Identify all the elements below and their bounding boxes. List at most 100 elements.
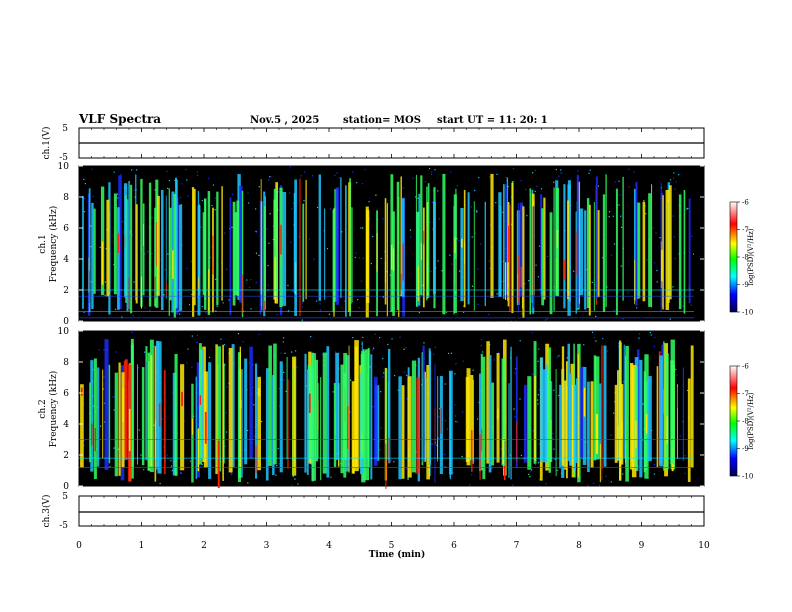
ch2-spectrogram-group-burst-191 (426, 364, 430, 480)
ch1-spectrogram-group-speckle-378 (672, 254, 674, 256)
ch2-spectrogram-group-burst-192 (587, 381, 590, 473)
ch2-spectrogram-group-speckle-822 (512, 484, 514, 486)
ch1-spectrogram-group-speckle-6 (328, 313, 330, 315)
ch1-spectrogram-group-accent-140 (518, 255, 519, 302)
ch2-spectrogram-group-speckle-263 (587, 485, 589, 487)
ch2-spectrogram-group-speckle-174 (683, 398, 685, 401)
ch1-spectrogram-group-speckle-16 (360, 278, 362, 280)
ch2-spectrogram-group-speckle-819 (435, 363, 437, 365)
ch1-spectrogram-group-speckle-443 (416, 186, 418, 188)
ch1-spectrogram-group-speckle-659 (329, 208, 332, 210)
ch1-spectrogram-group-speckle-282 (201, 306, 203, 308)
ch2-spectrogram-group-speckle-615 (531, 332, 533, 334)
ch2-spectrogram-group-accent-148 (217, 440, 220, 489)
ch1-spectrogram-group-burst-21 (229, 197, 232, 316)
ch2-spectrogram-group-burst-173 (569, 373, 572, 466)
ch1-spectrogram-group-speckle-268 (534, 169, 536, 172)
ch1-spectrogram-group-speckle-385 (406, 172, 408, 174)
ch1-spectrogram-group-burst-64 (540, 194, 543, 296)
ch2-spectrogram-group-speckle-701 (461, 455, 463, 458)
ch1-spectrogram-group-speckle-823 (439, 187, 441, 189)
ch1-spectrogram-group-speckle-371 (105, 248, 107, 250)
ch1-spectrogram-group-burst-137 (467, 192, 470, 305)
ch1-spectrogram-group-accent-111 (89, 270, 90, 304)
ch1-spectrogram-group-speckle-674 (212, 184, 215, 186)
ch1-spectrogram-group-speckle-551 (488, 260, 491, 262)
ch2-spectrogram-group-burst-86 (437, 376, 439, 459)
ch2-spectrogram-group-burst-170 (603, 345, 607, 467)
ch2-spectrogram-group-speckle-772 (530, 332, 533, 334)
ch1-spectrogram-group-accent-6 (575, 232, 577, 275)
x-tick-label-5: 5 (389, 541, 395, 551)
ch2-spectrogram-group-speckle-192 (394, 375, 396, 377)
ch1-spectrogram-group-burst-139 (126, 199, 129, 312)
ch2-spectrogram-group-accent-195 (578, 415, 579, 463)
ch2-spectrogram-group-speckle-181 (142, 365, 144, 368)
ch1-spectrogram-group-accent-148 (455, 259, 457, 291)
ch1-spectrogram-group-speckle-682 (372, 277, 374, 279)
ch2-spectrogram-group-speckle-739 (199, 466, 202, 468)
ch1-spectrogram-group-burst-179 (511, 182, 514, 314)
ch2-spectrogram-group-speckle-703 (350, 379, 352, 381)
ch1-spectrogram-group-accent-155 (464, 241, 465, 265)
ch2-spectrogram-group-speckle-398 (650, 334, 652, 336)
ch2-spectrogram-group-burst-210 (501, 358, 505, 466)
ch1-spectrogram-group-speckle-165 (160, 210, 162, 212)
ch1-spectrogram-group-speckle-540 (380, 257, 382, 260)
ch1-spectrogram-group-speckle-591 (675, 181, 677, 183)
ch2-spectrogram-group-speckle-374 (372, 406, 374, 408)
ch1-spectrogram-group-speckle-608 (201, 199, 203, 202)
ch1-spectrogram-group-speckle-447 (377, 196, 379, 198)
ch2-spectrogram-group-speckle-719 (113, 409, 115, 411)
ch2-spectrogram-group-accent-96 (497, 408, 499, 420)
ch1-spectrogram-group-speckle-771 (358, 195, 360, 197)
ch2-spectrogram-group-speckle-562 (353, 366, 355, 368)
ch1-spectrogram-group-speckle-510 (84, 234, 86, 236)
ch2-ylabel-top: ch.2 (38, 399, 48, 418)
ch1-spectrogram-group-speckle-317 (190, 208, 192, 210)
ch1-spectrogram-group-speckle-289 (643, 200, 645, 202)
ch1-spectrogram-group-speckle-815 (353, 247, 355, 249)
ch2-cbar-tick-label--7: -7 (742, 390, 749, 398)
ch1-spectrogram-group-speckle-38 (496, 293, 498, 295)
ch1-spectrogram-group-speckle-208 (410, 236, 412, 238)
ch2-spectrogram-group-burst-200 (367, 348, 370, 468)
ch1-spectrogram-group-speckle-109 (476, 210, 478, 212)
ch1-spectrogram-group-speckle-161 (218, 296, 220, 298)
ch1-spectrogram-group-speckle-752 (671, 249, 673, 251)
ch2-cbar-tick-label--8: -8 (742, 418, 749, 426)
ch2-spectrogram-group-burst-143 (174, 354, 178, 476)
ch1-spectrogram-group-speckle-573 (121, 316, 123, 318)
ch1-spectrogram-group-speckle-128 (673, 184, 675, 186)
ch1-spectrogram-group-burst-92 (100, 186, 105, 296)
ch1-spectrogram-group-speckle-172 (478, 296, 480, 298)
ch1-spectrogram-group-accent-27 (156, 222, 158, 267)
ch2-spectrogram-group-speckle-144 (110, 427, 113, 429)
ch1-spectrogram-group-speckle-413 (137, 296, 139, 298)
ch1-spectrogram-group-speckle-169 (526, 215, 528, 217)
ch1-spectrogram-group-speckle-867 (431, 201, 434, 203)
ch1-spectrogram-group-speckle-23 (187, 184, 189, 186)
ch2-spectrogram-group-speckle-66 (208, 356, 211, 358)
ch2-spectrogram-group-speckle-482 (282, 449, 284, 451)
ch2-spectrogram-group-speckle-770 (261, 359, 263, 361)
ch1-spectrogram-group-speckle-280 (385, 170, 387, 172)
ch1-spectrogram-group-speckle-391 (104, 281, 107, 283)
ch2-spectrogram-group-speckle-568 (396, 365, 399, 367)
ch1-spectrogram-group-burst-85 (648, 193, 652, 307)
ch1-spectrogram-group-burst-132 (241, 190, 244, 317)
ch1-spectrogram-group-speckle-550 (144, 307, 146, 309)
ch1-spectrogram-group-speckle-134 (231, 224, 233, 226)
ch2-spectrogram-group-speckle-215 (93, 456, 95, 459)
ch1-spectrogram-group-speckle-852 (83, 311, 85, 313)
ch2-spectrogram-group-speckle-278 (257, 483, 259, 486)
ch2-spectrogram-group-speckle-588 (391, 338, 393, 340)
ch1-spectrogram-group-speckle-476 (228, 255, 230, 257)
ch2-spectrogram-group-burst-209 (93, 358, 97, 480)
ch2-spectrogram-group-speckle-483 (345, 340, 347, 342)
ch1-spectrogram-group-speckle-137 (90, 308, 92, 310)
ch2-spectrogram-group-speckle-400 (593, 336, 595, 339)
ch2-spectrogram-group-speckle-163 (606, 350, 609, 352)
ch2-spectrogram-group-speckle-749 (265, 342, 267, 344)
ch2-spectrogram-group-speckle-726 (448, 410, 450, 412)
